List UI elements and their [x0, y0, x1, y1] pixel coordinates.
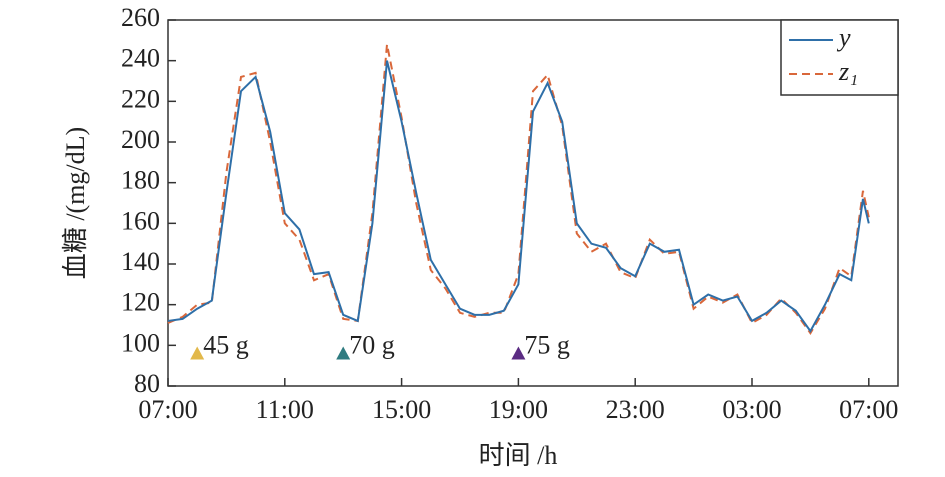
y-tick-label: 180: [121, 166, 160, 195]
y-tick-label: 140: [121, 247, 160, 276]
legend-label: z₁: [838, 57, 858, 86]
plot-frame: [167, 19, 899, 387]
legend-box: [780, 19, 899, 96]
annotation-label: 45 g: [203, 330, 249, 359]
x-axis-label: 时间 /h: [479, 441, 558, 470]
x-tick-label: 07:00: [839, 395, 898, 424]
y-tick-label: 80: [134, 369, 160, 398]
y-tick-label: 160: [121, 206, 160, 235]
annotation-marker: [336, 346, 351, 360]
x-tick-label: 23:00: [606, 395, 665, 424]
y-tick-label: 220: [121, 84, 160, 113]
x-tick-label: 07:00: [138, 395, 197, 424]
y-axis-label: 血糖 /(mg/dL): [61, 127, 90, 279]
annotation-marker: [511, 346, 526, 360]
y-tick-label: 260: [121, 3, 160, 32]
line: [167, 60, 870, 333]
y-tick-label: 100: [121, 328, 160, 357]
x-tick-label: 19:00: [489, 395, 548, 424]
annotation-marker: [190, 346, 205, 360]
y-tick-label: 200: [121, 125, 160, 154]
y-tick-label: 240: [121, 44, 160, 73]
x-tick-label: 11:00: [256, 395, 314, 424]
annotation-label: 75 g: [524, 330, 570, 359]
x-tick-label: 03:00: [722, 395, 781, 424]
y-tick-label: 120: [121, 288, 160, 317]
annotation-label: 70 g: [349, 330, 395, 359]
line: [167, 44, 870, 335]
x-tick-label: 15:00: [372, 395, 431, 424]
legend-label: y: [836, 23, 851, 52]
